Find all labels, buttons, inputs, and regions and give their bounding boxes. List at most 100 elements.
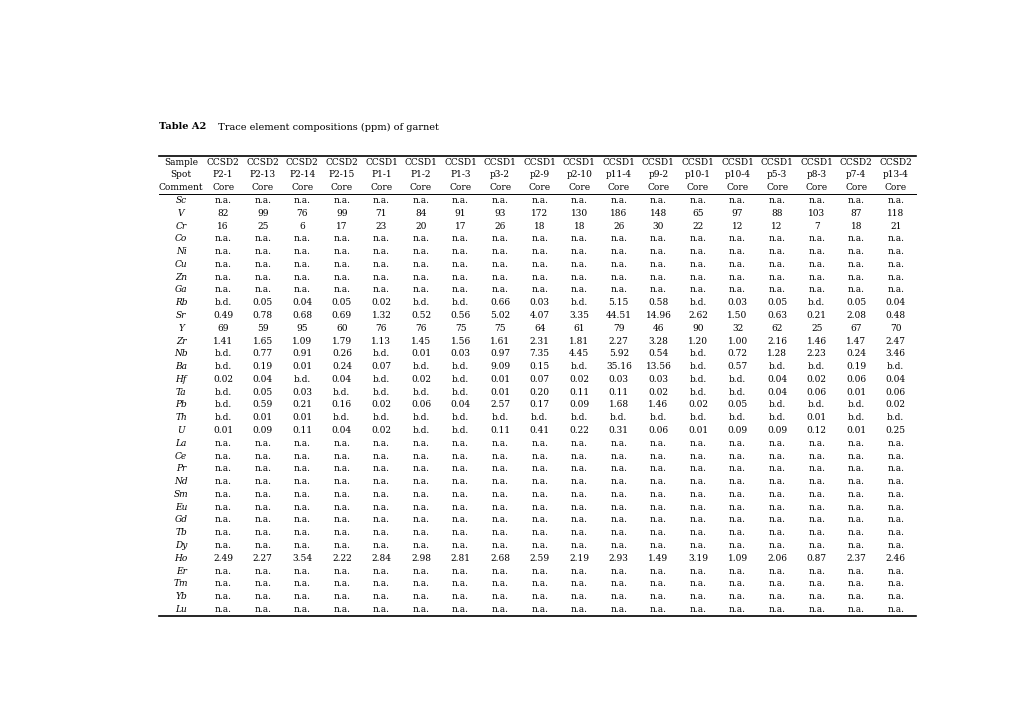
Text: n.a.: n.a. bbox=[412, 196, 429, 205]
Text: n.a.: n.a. bbox=[729, 285, 745, 294]
Text: n.a.: n.a. bbox=[768, 541, 785, 550]
Text: 75: 75 bbox=[454, 324, 466, 333]
Text: n.a.: n.a. bbox=[571, 247, 587, 256]
Text: 2.22: 2.22 bbox=[331, 554, 352, 563]
Text: n.a.: n.a. bbox=[531, 234, 547, 243]
Text: n.a.: n.a. bbox=[333, 605, 351, 614]
Text: 2.06: 2.06 bbox=[766, 554, 787, 563]
Text: n.a.: n.a. bbox=[768, 196, 785, 205]
Text: 3.28: 3.28 bbox=[648, 336, 667, 346]
Text: 90: 90 bbox=[692, 324, 703, 333]
Text: n.a.: n.a. bbox=[373, 438, 389, 448]
Text: Spot: Spot bbox=[170, 171, 192, 179]
Text: b.d.: b.d. bbox=[689, 298, 706, 307]
Text: n.a.: n.a. bbox=[887, 464, 904, 473]
Text: CCSD2: CCSD2 bbox=[878, 158, 911, 166]
Text: n.a.: n.a. bbox=[887, 247, 904, 256]
Text: n.a.: n.a. bbox=[491, 196, 508, 205]
Text: n.a.: n.a. bbox=[729, 605, 745, 614]
Text: n.a.: n.a. bbox=[689, 541, 706, 550]
Text: 82: 82 bbox=[217, 209, 228, 217]
Text: La: La bbox=[175, 438, 186, 448]
Text: n.a.: n.a. bbox=[768, 580, 785, 588]
Text: P2-15: P2-15 bbox=[328, 171, 355, 179]
Text: n.a.: n.a. bbox=[847, 464, 864, 473]
Text: n.a.: n.a. bbox=[729, 247, 745, 256]
Text: 1.79: 1.79 bbox=[331, 336, 352, 346]
Text: 0.07: 0.07 bbox=[529, 375, 549, 384]
Text: n.a.: n.a. bbox=[293, 285, 311, 294]
Text: 0.19: 0.19 bbox=[846, 362, 865, 371]
Text: 3.54: 3.54 bbox=[292, 554, 312, 563]
Text: 0.02: 0.02 bbox=[371, 298, 391, 307]
Text: b.d.: b.d. bbox=[689, 387, 706, 397]
Text: 148: 148 bbox=[649, 209, 666, 217]
Text: 0.05: 0.05 bbox=[331, 298, 352, 307]
Text: 0.01: 0.01 bbox=[489, 387, 510, 397]
Text: CCSD1: CCSD1 bbox=[720, 158, 753, 166]
Text: 1.20: 1.20 bbox=[688, 336, 707, 346]
Text: 0.03: 0.03 bbox=[292, 387, 312, 397]
Text: b.d.: b.d. bbox=[333, 413, 351, 422]
Text: 69: 69 bbox=[217, 324, 228, 333]
Text: n.a.: n.a. bbox=[649, 580, 666, 588]
Text: n.a.: n.a. bbox=[451, 503, 469, 512]
Text: n.a.: n.a. bbox=[451, 464, 469, 473]
Text: n.a.: n.a. bbox=[887, 580, 904, 588]
Text: 0.04: 0.04 bbox=[331, 375, 352, 384]
Text: 1.68: 1.68 bbox=[608, 400, 629, 410]
Text: n.a.: n.a. bbox=[729, 477, 745, 486]
Text: n.a.: n.a. bbox=[531, 592, 547, 601]
Text: 0.24: 0.24 bbox=[331, 362, 352, 371]
Text: Zn: Zn bbox=[175, 273, 187, 282]
Text: n.a.: n.a. bbox=[729, 592, 745, 601]
Text: n.a.: n.a. bbox=[689, 464, 706, 473]
Text: Core: Core bbox=[370, 183, 392, 192]
Text: 79: 79 bbox=[612, 324, 624, 333]
Text: P1-1: P1-1 bbox=[371, 171, 391, 179]
Text: n.a.: n.a. bbox=[847, 260, 864, 269]
Text: n.a.: n.a. bbox=[807, 490, 824, 499]
Text: n.a.: n.a. bbox=[887, 285, 904, 294]
Text: n.a.: n.a. bbox=[214, 438, 231, 448]
Text: n.a.: n.a. bbox=[847, 516, 864, 524]
Text: n.a.: n.a. bbox=[887, 438, 904, 448]
Text: n.a.: n.a. bbox=[729, 516, 745, 524]
Text: b.d.: b.d. bbox=[214, 362, 231, 371]
Text: n.a.: n.a. bbox=[254, 592, 271, 601]
Text: n.a.: n.a. bbox=[689, 592, 706, 601]
Text: 0.22: 0.22 bbox=[569, 426, 589, 435]
Text: n.a.: n.a. bbox=[847, 477, 864, 486]
Text: b.d.: b.d. bbox=[689, 362, 706, 371]
Text: Sample: Sample bbox=[164, 158, 198, 166]
Text: n.a.: n.a. bbox=[412, 503, 429, 512]
Text: n.a.: n.a. bbox=[847, 247, 864, 256]
Text: 1.32: 1.32 bbox=[371, 311, 391, 320]
Text: n.a.: n.a. bbox=[887, 260, 904, 269]
Text: 0.05: 0.05 bbox=[253, 298, 273, 307]
Text: 17: 17 bbox=[336, 222, 347, 230]
Text: 0.09: 0.09 bbox=[569, 400, 589, 410]
Text: n.a.: n.a. bbox=[887, 503, 904, 512]
Text: P2-13: P2-13 bbox=[250, 171, 275, 179]
Text: b.d.: b.d. bbox=[412, 362, 429, 371]
Text: 87: 87 bbox=[850, 209, 861, 217]
Text: Core: Core bbox=[686, 183, 708, 192]
Text: 0.01: 0.01 bbox=[846, 426, 865, 435]
Text: b.d.: b.d. bbox=[451, 362, 469, 371]
Text: n.a.: n.a. bbox=[333, 234, 351, 243]
Text: 2.47: 2.47 bbox=[884, 336, 905, 346]
Text: n.a.: n.a. bbox=[807, 273, 824, 282]
Text: n.a.: n.a. bbox=[491, 451, 508, 461]
Text: n.a.: n.a. bbox=[333, 477, 351, 486]
Text: 0.68: 0.68 bbox=[292, 311, 312, 320]
Text: 130: 130 bbox=[571, 209, 587, 217]
Text: 1.81: 1.81 bbox=[569, 336, 589, 346]
Text: 3.19: 3.19 bbox=[688, 554, 707, 563]
Text: 0.87: 0.87 bbox=[806, 554, 826, 563]
Text: Core: Core bbox=[212, 183, 234, 192]
Text: Dy: Dy bbox=[175, 541, 187, 550]
Text: 172: 172 bbox=[531, 209, 548, 217]
Text: n.a.: n.a. bbox=[847, 503, 864, 512]
Text: b.d.: b.d. bbox=[609, 413, 627, 422]
